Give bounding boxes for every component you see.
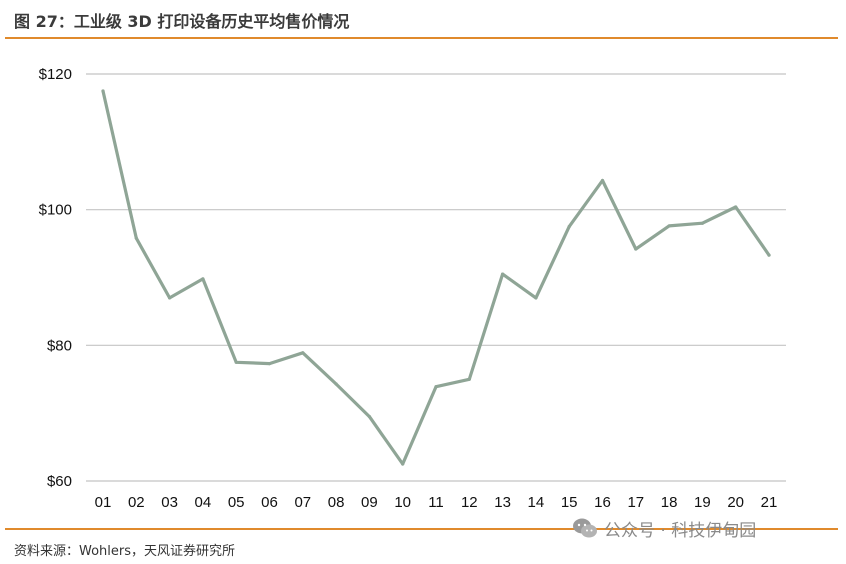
data-point <box>700 221 705 225</box>
data-point <box>401 462 405 466</box>
watermark: 公众号 · 科技伊甸园 <box>572 514 756 542</box>
y-axis-tick-labels: $60 $80 $100 $120 <box>39 66 72 490</box>
x-tick-label: 14 <box>528 494 545 511</box>
x-tick-label: 03 <box>161 494 178 511</box>
x-tick-label: 07 <box>294 494 311 511</box>
data-point <box>667 224 671 228</box>
x-tick-label: 21 <box>761 494 778 511</box>
series-line <box>101 89 771 466</box>
data-point <box>434 385 438 389</box>
y-tick-label: $120 <box>39 66 72 83</box>
data-point <box>567 225 571 229</box>
watermark-text: 公众号 · 科技伊甸园 <box>604 520 757 541</box>
x-tick-label: 08 <box>328 494 345 511</box>
data-point <box>168 296 172 300</box>
data-point <box>201 277 205 281</box>
x-tick-label: 20 <box>727 494 744 511</box>
x-tick-label: 17 <box>627 494 644 511</box>
data-point <box>234 360 238 364</box>
x-tick-label: 10 <box>394 494 411 511</box>
x-tick-label: 16 <box>594 494 611 511</box>
y-tick-label: $80 <box>47 337 72 354</box>
x-tick-label: 11 <box>428 494 444 511</box>
figure-title: 图 27：工业级 3D 打印设备历史平均售价情况 <box>14 12 350 31</box>
x-tick-label: 04 <box>195 494 212 511</box>
x-axis-tick-labels: 01 02 03 04 05 06 07 08 09 10 11 12 13 14 15 16 17 18 19 20… <box>95 494 778 511</box>
data-point <box>734 205 738 209</box>
data-point <box>534 296 538 300</box>
y-tick-label: $100 <box>39 202 72 219</box>
data-point <box>767 253 771 257</box>
x-tick-label: 01 <box>95 494 112 511</box>
data-point <box>267 362 272 366</box>
source-divider <box>5 528 838 530</box>
data-point <box>600 178 605 183</box>
x-tick-label: 19 <box>694 494 711 511</box>
line-chart: $60 $80 $100 $120 01 02 03 04 05 06 07 08 09 10 11 12 1… <box>39 66 786 511</box>
title-divider <box>5 37 838 39</box>
data-point <box>467 377 471 381</box>
data-point <box>134 236 138 240</box>
data-point <box>301 351 305 355</box>
x-tick-label: 02 <box>128 494 145 511</box>
data-point <box>367 414 371 419</box>
x-tick-label: 09 <box>361 494 378 511</box>
x-tick-label: 18 <box>661 494 678 511</box>
x-tick-label: 12 <box>461 494 478 511</box>
data-point <box>634 247 638 251</box>
x-tick-label: 13 <box>494 494 511 511</box>
x-tick-label: 06 <box>261 494 278 511</box>
x-tick-label: 15 <box>561 494 578 511</box>
data-point <box>101 89 105 93</box>
grid-lines <box>86 73 786 482</box>
data-point <box>501 272 505 276</box>
source-note: 资料来源：Wohlers，天风证券研究所 <box>14 544 236 559</box>
y-tick-label: $60 <box>47 473 72 490</box>
wechat-icon <box>573 518 597 538</box>
x-tick-label: 05 <box>228 494 245 511</box>
data-point <box>334 382 338 386</box>
